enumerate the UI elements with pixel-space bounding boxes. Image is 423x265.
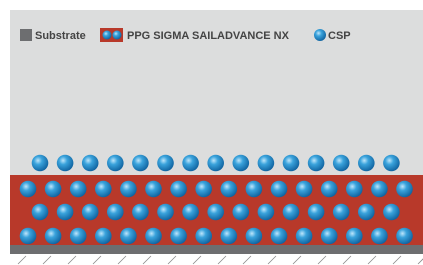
substrate-layer [10,245,423,254]
legend-label: Substrate [35,30,86,42]
substrate-hatch [18,256,423,264]
legend-label: PPG SIGMA SAILADVANCE NX [127,30,290,42]
legend-swatch-substrate [20,29,32,41]
csp-ball [246,228,263,245]
legend-swatch-csp [314,29,326,41]
csp-ball [182,204,199,221]
legend-swatch-ball [103,31,112,40]
legend-swatch-ball [113,31,122,40]
csp-ball [233,155,250,172]
diagram: Substrate PPG SIGMA SAILADVANCE NX CSP [0,0,423,265]
csp-ball [95,181,112,198]
csp-ball [132,155,149,172]
hatch-line [418,256,423,264]
hatch-line [118,256,126,264]
csp-ball [45,181,62,198]
hatch-line [318,256,326,264]
csp-ball [283,155,300,172]
csp-ball [70,181,87,198]
csp-ball [383,204,400,221]
hatch-line [143,256,151,264]
csp-ball [371,228,388,245]
csp-ball [20,181,37,198]
csp-ball [82,204,99,221]
csp-ball [32,204,49,221]
csp-ball [70,228,87,245]
legend-label: CSP [328,30,351,42]
csp-ball [371,181,388,198]
hatch-line [18,256,26,264]
csp-ball [358,204,375,221]
csp-ball [157,155,174,172]
csp-ball [57,204,74,221]
csp-ball [246,181,263,198]
csp-ball [221,228,238,245]
csp-ball [283,204,300,221]
hatch-line [193,256,201,264]
csp-ball [170,228,187,245]
csp-ball [308,155,325,172]
csp-ball [120,228,137,245]
csp-ball [82,155,99,172]
csp-ball [333,204,350,221]
csp-ball [221,181,238,198]
csp-ball [20,228,37,245]
csp-ball [107,204,124,221]
hatch-line [168,256,176,264]
hatch-line [43,256,51,264]
csp-ball [233,204,250,221]
csp-ball [132,204,149,221]
csp-ball [170,181,187,198]
csp-ball [321,181,338,198]
hatch-line [218,256,226,264]
csp-ball [346,228,363,245]
csp-ball [95,228,112,245]
csp-ball [258,155,275,172]
hatch-line [68,256,76,264]
page: Substrate PPG SIGMA SAILADVANCE NX CSP (… [0,0,423,265]
hatch-line [343,256,351,264]
hatch-line [293,256,301,264]
csp-ball [45,228,62,245]
csp-ball [396,228,413,245]
csp-ball [271,228,288,245]
csp-ball [296,181,313,198]
csp-ball [296,228,313,245]
csp-ball [120,181,137,198]
hatch-line [393,256,401,264]
csp-ball [207,155,224,172]
csp-ball [32,155,49,172]
csp-ball [182,155,199,172]
csp-ball [346,181,363,198]
csp-ball [157,204,174,221]
hatch-line [93,256,101,264]
csp-ball [207,204,224,221]
csp-ball [358,155,375,172]
hatch-line [268,256,276,264]
csp-ball [145,228,162,245]
csp-ball [396,181,413,198]
csp-ball [57,155,74,172]
csp-ball [383,155,400,172]
csp-ball [308,204,325,221]
csp-ball [145,181,162,198]
csp-ball [258,204,275,221]
csp-ball [195,228,212,245]
csp-ball [107,155,124,172]
csp-ball [195,181,212,198]
csp-ball [271,181,288,198]
csp-ball [321,228,338,245]
hatch-line [243,256,251,264]
csp-ball [333,155,350,172]
hatch-line [368,256,376,264]
